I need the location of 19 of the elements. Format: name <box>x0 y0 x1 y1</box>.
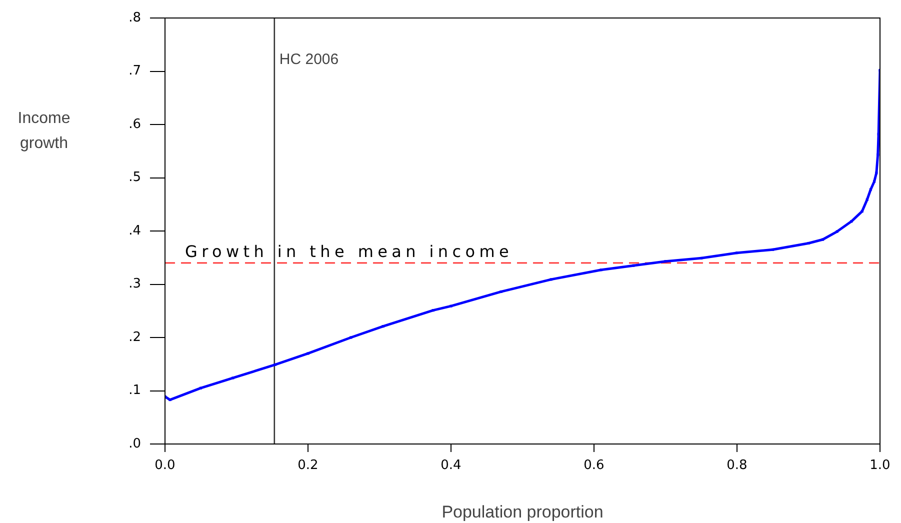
y-tick-label: .5 <box>128 170 141 186</box>
x-tick-label: 0.4 <box>440 458 462 474</box>
x-tick-label: 0.0 <box>154 458 176 474</box>
y-tick-label: .8 <box>128 10 141 26</box>
y-tick-label: .0 <box>128 436 141 452</box>
y-tick-label: .6 <box>128 116 141 132</box>
y-tick-label: .7 <box>128 64 141 79</box>
x-tick-label: 0.8 <box>726 458 748 474</box>
x-tick-label: 0.2 <box>298 458 318 474</box>
y-tick-label: .1 <box>128 383 141 398</box>
y-axis-title: Income growth <box>16 109 72 154</box>
y-tick-label: .2 <box>128 330 141 345</box>
ref-line-label: HC 2006 <box>279 51 339 68</box>
y-tick-label: .4 <box>128 223 141 238</box>
x-tick-label: 0.6 <box>584 458 604 474</box>
y-tick-label: .3 <box>128 276 141 292</box>
ref-line-label: Growth in the mean income <box>185 242 514 261</box>
x-tick-label: 1.0 <box>870 458 890 474</box>
x-axis-title: Population proportion <box>442 502 604 522</box>
